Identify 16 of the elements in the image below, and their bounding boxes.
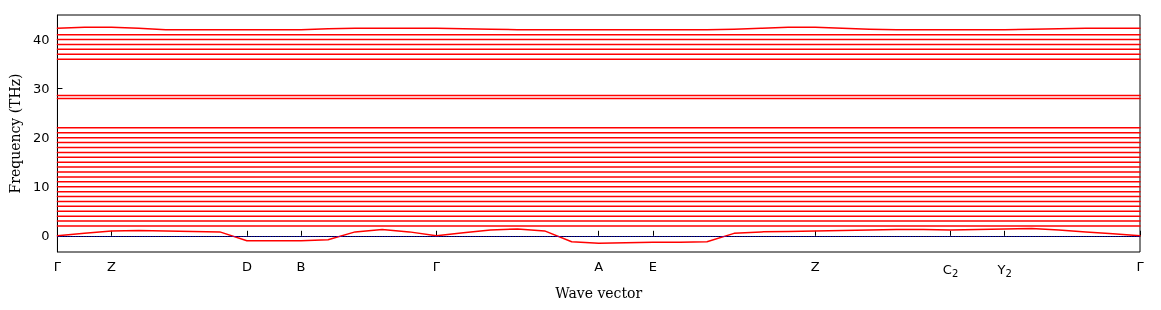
x-tick-label: A <box>594 259 604 274</box>
x-axis-title: Wave vector <box>555 285 643 301</box>
y-tick-label: 20 <box>32 130 50 146</box>
x-tick-label: Γ <box>432 259 441 274</box>
y-tick-label: 10 <box>32 179 50 195</box>
x-tick-label: Z <box>810 259 820 274</box>
x-tick-label: E <box>648 259 657 274</box>
y-tick-label: 40 <box>32 32 50 48</box>
x-tick-label: Γ <box>53 259 62 274</box>
x-tick-label: D <box>241 259 252 274</box>
x-tick-label: B <box>296 259 306 274</box>
x-tick-label: Γ <box>1136 259 1145 274</box>
x-tick-label: Z <box>107 259 117 274</box>
y-axis-title: Frequency (THz) <box>7 73 23 194</box>
y-tick-label: 0 <box>41 228 50 244</box>
y-tick-label: 30 <box>32 81 50 97</box>
